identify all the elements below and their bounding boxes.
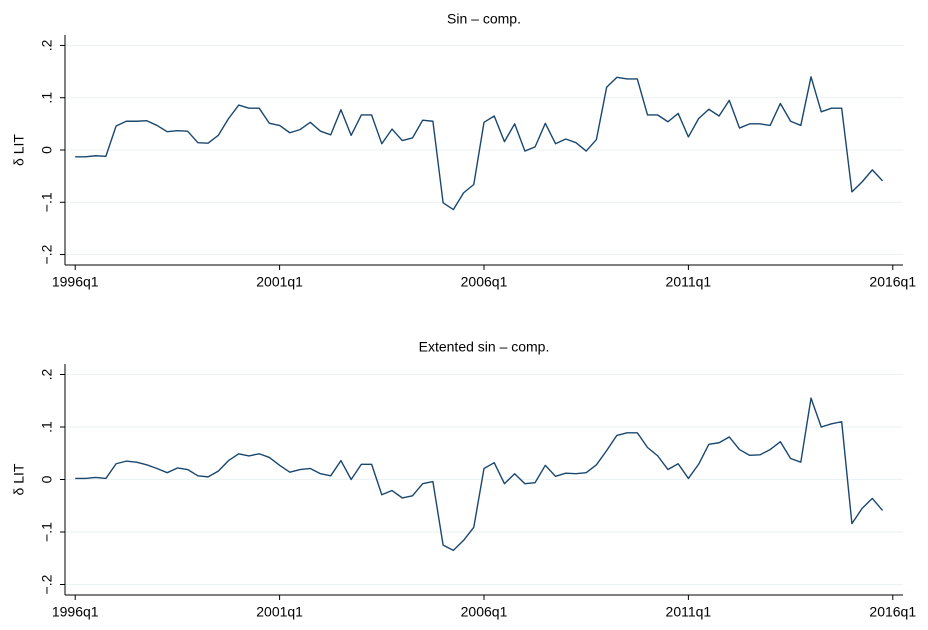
y-tick-label: 0 bbox=[39, 475, 55, 483]
chart-title: Extented sin – comp. bbox=[419, 339, 550, 355]
x-tick-label: 2001q1 bbox=[256, 604, 303, 620]
y-axis-title: δ LIT bbox=[11, 463, 27, 495]
x-tick-label: 2011q1 bbox=[666, 274, 712, 290]
y-tick-label: −.2 bbox=[39, 574, 55, 594]
y-tick-label: .2 bbox=[39, 368, 55, 380]
y-tick-label: .2 bbox=[39, 39, 55, 51]
y-tick-label: 0 bbox=[39, 146, 55, 154]
data-line bbox=[75, 76, 884, 211]
x-tick-label: 2006q1 bbox=[461, 604, 508, 620]
x-tick-label: 1996q1 bbox=[52, 274, 99, 290]
x-tick-label: 2016q1 bbox=[869, 604, 916, 620]
y-tick-label: −.1 bbox=[39, 522, 55, 542]
y-tick-label: .1 bbox=[39, 92, 55, 104]
data-line bbox=[75, 397, 884, 552]
chart-title: Sin – comp. bbox=[447, 11, 521, 27]
y-tick-label: .1 bbox=[39, 421, 55, 433]
y-tick-label: −.1 bbox=[39, 192, 55, 212]
x-tick-label: 1996q1 bbox=[52, 604, 99, 620]
x-tick-label: 2011q1 bbox=[666, 604, 712, 620]
x-tick-label: 2006q1 bbox=[461, 274, 508, 290]
y-axis-title: δ LIT bbox=[11, 134, 27, 166]
x-tick-label: 2001q1 bbox=[256, 274, 303, 290]
y-tick-label: −.2 bbox=[39, 244, 55, 264]
x-tick-label: 2016q1 bbox=[869, 274, 916, 290]
